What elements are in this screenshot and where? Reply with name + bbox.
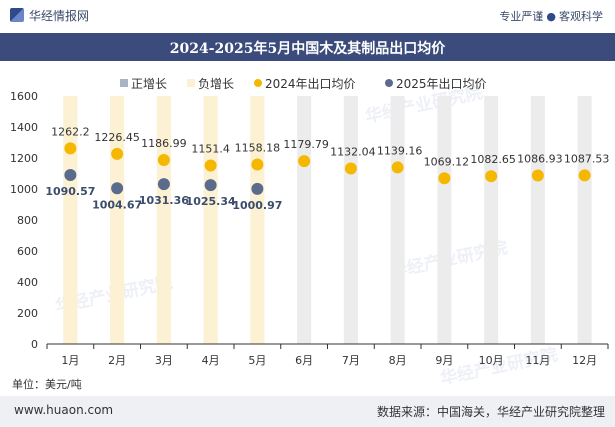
- chart-area: 华经产业研究院华经产业研究院华经产业研究院华经产业研究院020040060080…: [10, 77, 610, 389]
- column-bar: [343, 96, 358, 344]
- data-label-2024: 1226.45: [94, 131, 140, 144]
- unit-label: 单位：美元/吨: [12, 378, 82, 391]
- data-label-2024: 1086.93: [517, 153, 563, 166]
- data-label-2025: 1025.34: [186, 195, 236, 208]
- brand-logo-icon: [10, 8, 24, 22]
- column-bar: [297, 96, 312, 344]
- tagline-right: 客观科学: [559, 10, 603, 23]
- point-2025: [111, 182, 124, 195]
- legend-label: 负增长: [198, 77, 234, 91]
- column-bar: [484, 96, 499, 344]
- point-2024: [578, 169, 591, 182]
- tagline-separator: ●: [546, 10, 556, 23]
- point-2024: [111, 147, 124, 160]
- x-tick-label: 3月: [155, 354, 173, 367]
- footer-url[interactable]: www.huaon.com: [14, 403, 114, 417]
- point-2024: [531, 169, 544, 182]
- negative-growth-bar: [250, 96, 265, 344]
- tagline: 专业严谨 ● 客观科学: [499, 8, 603, 24]
- y-tick-label: 1000: [10, 183, 38, 196]
- x-tick-label: 12月: [572, 354, 597, 367]
- point-2025: [251, 182, 264, 195]
- y-tick-label: 800: [17, 214, 38, 227]
- brand[interactable]: 华经情报网: [10, 7, 89, 24]
- x-tick-label: 11月: [525, 354, 550, 367]
- point-2025: [204, 179, 217, 192]
- x-tick-label: 1月: [61, 354, 79, 367]
- data-label-2024: 1186.99: [141, 137, 187, 150]
- footer-source: 数据来源：中国海关，华经产业研究院整理: [376, 405, 605, 419]
- point-2025: [64, 168, 77, 181]
- legend-swatch: [120, 79, 128, 87]
- tagline-left: 专业严谨: [499, 10, 544, 23]
- x-tick-label: 8月: [389, 354, 407, 367]
- column-bar: [530, 96, 545, 344]
- x-tick-label: 5月: [248, 354, 266, 367]
- negative-growth-bar: [203, 96, 218, 344]
- y-tick-label: 200: [17, 307, 38, 320]
- data-label-2025: 1031.36: [139, 194, 189, 207]
- y-tick-label: 1200: [10, 152, 38, 165]
- point-2024: [438, 172, 451, 185]
- y-tick-label: 1600: [10, 90, 38, 103]
- y-tick-label: 400: [17, 276, 38, 289]
- point-2024: [64, 142, 77, 155]
- data-label-2024: 1082.65: [470, 153, 516, 166]
- column-bar: [437, 96, 452, 344]
- x-tick-label: 6月: [295, 354, 313, 367]
- data-label-2024: 1158.18: [235, 141, 281, 154]
- negative-growth-bar: [63, 96, 78, 344]
- data-label-2025: 1000.97: [232, 199, 282, 212]
- x-tick-label: 10月: [479, 354, 504, 367]
- point-2024: [485, 170, 498, 183]
- column-bar: [577, 96, 592, 344]
- data-label-2024: 1179.79: [283, 138, 329, 151]
- data-label-2024: 1087.53: [564, 152, 610, 165]
- legend-label: 正增长: [131, 77, 167, 91]
- legend-swatch: [187, 79, 195, 87]
- point-2024: [344, 162, 357, 175]
- data-label-2024: 1262.2: [51, 125, 90, 138]
- point-2024: [391, 161, 404, 174]
- x-tick-label: 4月: [202, 354, 220, 367]
- data-label-2024: 1139.16: [377, 144, 423, 157]
- top-bar: 华经情报网 专业严谨 ● 客观科学: [0, 0, 615, 32]
- point-2024: [204, 159, 217, 172]
- negative-growth-bar: [156, 96, 171, 344]
- chart-title: 2024-2025年5月中国木及其制品出口均价: [169, 41, 446, 57]
- data-label-2025: 1004.67: [92, 198, 142, 211]
- point-2024: [157, 154, 170, 167]
- data-label-2025: 1090.57: [45, 185, 95, 198]
- brand-name: 华经情报网: [29, 9, 90, 23]
- legend-label: 2024年出口均价: [265, 77, 356, 91]
- legend-marker: [254, 79, 262, 87]
- y-tick-label: 0: [31, 338, 38, 351]
- data-label-2024: 1132.04: [330, 146, 376, 159]
- y-tick-label: 600: [17, 245, 38, 258]
- data-label-2024: 1151.4: [191, 143, 230, 156]
- column-bar: [390, 96, 405, 344]
- x-tick-label: 9月: [435, 354, 453, 367]
- point-2025: [157, 178, 170, 191]
- legend-marker: [385, 79, 393, 87]
- y-tick-label: 1400: [10, 121, 38, 134]
- point-2024: [251, 158, 264, 171]
- x-tick-label: 2月: [108, 354, 126, 367]
- data-label-2024: 1069.12: [424, 155, 470, 168]
- point-2024: [298, 155, 311, 168]
- footer: www.huaon.com 数据来源：中国海关，华经产业研究院整理: [0, 396, 615, 427]
- legend-label: 2025年出口均价: [396, 77, 487, 91]
- x-tick-label: 7月: [342, 354, 360, 367]
- title-band: 2024-2025年5月中国木及其制品出口均价: [0, 33, 615, 61]
